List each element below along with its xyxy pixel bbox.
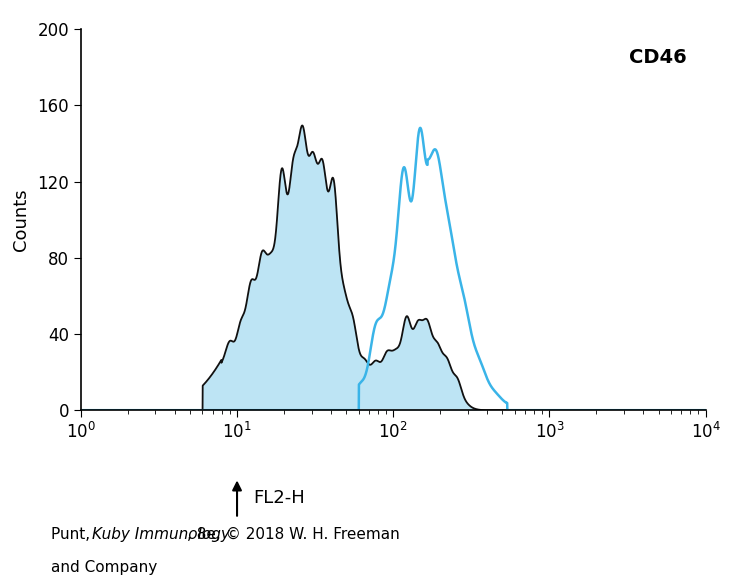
- Text: CD46: CD46: [629, 49, 686, 67]
- Text: , 8e, © 2018 W. H. Freeman: , 8e, © 2018 W. H. Freeman: [187, 527, 400, 543]
- Text: Kuby Immunology: Kuby Immunology: [92, 527, 230, 543]
- Y-axis label: Counts: Counts: [12, 189, 30, 251]
- Text: Punt,: Punt,: [51, 527, 96, 543]
- Text: FL2-H: FL2-H: [253, 489, 305, 507]
- Text: and Company: and Company: [51, 560, 158, 575]
